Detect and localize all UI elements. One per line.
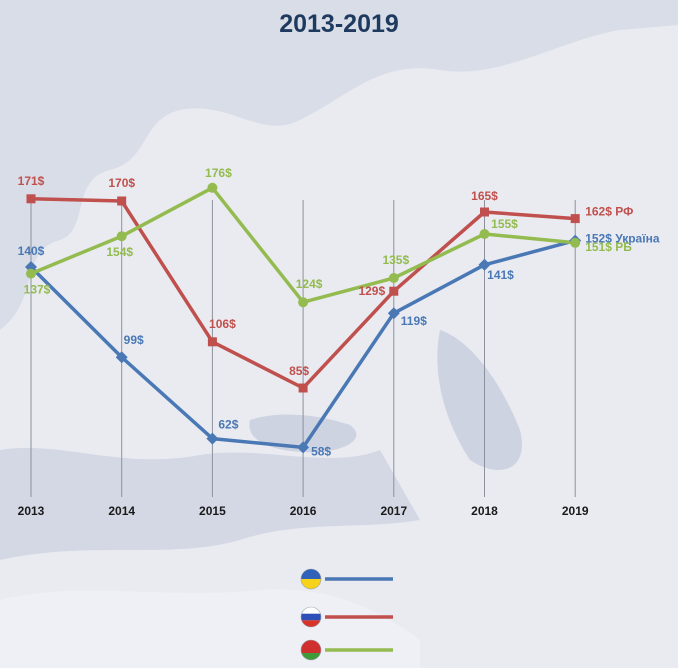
ukraine-flag-icon [300, 568, 322, 590]
marker-ru-2019 [570, 214, 580, 224]
data-label-ru-2014: 170$ [108, 176, 135, 190]
data-label-ru-2017: 129$ [358, 284, 385, 298]
marker-by-2018 [479, 229, 490, 239]
data-label-ua-2017: 119$ [401, 314, 427, 328]
data-label-by-2016: 124$ [296, 277, 323, 291]
x-tick-label-2014: 2014 [108, 504, 135, 518]
data-label-by-2018: 155$ [491, 217, 518, 231]
data-label-ru-2013: 171$ [18, 174, 45, 188]
data-label-ru-2018: 165$ [471, 189, 498, 203]
marker-ru-2014 [117, 196, 127, 206]
data-label-ua-2018: 141$ [487, 268, 514, 282]
data-label-by-2017: 135$ [382, 253, 409, 267]
x-tick-label-2019: 2019 [562, 504, 589, 518]
marker-by-2014 [116, 231, 127, 242]
marker-by-2019 [570, 237, 581, 248]
x-tick-label-2016: 2016 [290, 504, 317, 518]
marker-by-2013 [26, 268, 36, 279]
data-label-by-2013: 137$ [24, 283, 51, 297]
x-tick-label-2018: 2018 [471, 504, 498, 518]
data-label-by-2015: 176$ [205, 166, 232, 180]
marker-ru-2013 [26, 194, 36, 204]
series-layer: 140$ 99$ 62$ 58$ 119$ 141$ 152$ Україна 171$ 170… [18, 166, 660, 459]
legend [300, 568, 393, 661]
belarus-flag-icon [300, 639, 322, 661]
marker-ua-2016 [297, 441, 310, 454]
marker-by-2017 [388, 273, 399, 283]
x-axis-tick-labels: 2013 2014 2015 2016 2017 2018 2019 [18, 504, 589, 518]
data-label-ua-2013: 140$ [18, 244, 45, 258]
marker-ru-2015 [207, 337, 217, 347]
marker-ua-2015 [206, 432, 219, 445]
data-label-by-2019: 151$ РБ [585, 240, 632, 254]
marker-ua-2014 [115, 351, 128, 364]
x-tick-label-2015: 2015 [199, 504, 226, 518]
marker-ru-2018 [480, 207, 489, 217]
vertical-gridlines [30, 200, 576, 497]
data-label-ua-2016: 58$ [311, 444, 331, 458]
x-tick-label-2017: 2017 [380, 504, 407, 518]
data-label-ru-2015: 106$ [209, 317, 236, 331]
marker-ua-2017 [387, 307, 400, 320]
data-label-by-2014: 154$ [106, 245, 133, 259]
chart-title: 2013-2019 [279, 10, 399, 38]
data-label-ua-2019: 152$ Україна [585, 232, 660, 246]
data-label-ua-2014: 99$ [124, 333, 144, 347]
marker-ua-2018 [478, 258, 491, 271]
marker-ru-2016 [298, 383, 308, 393]
x-tick-label-2013: 2013 [18, 504, 45, 518]
data-label-ru-2019: 162$ РФ [585, 205, 633, 219]
marker-by-2015 [207, 182, 218, 193]
marker-by-2016 [298, 297, 309, 308]
data-label-ru-2016: 85$ [289, 364, 309, 378]
data-label-ua-2015: 62$ [218, 418, 238, 432]
russia-flag-icon [300, 606, 322, 628]
marker-ru-2017 [389, 286, 399, 296]
